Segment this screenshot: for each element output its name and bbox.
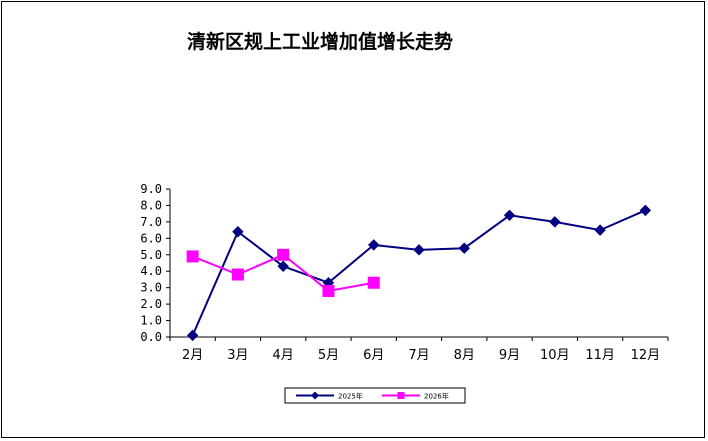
y-tick-label: 6.0 xyxy=(140,231,162,245)
data-point-diamond xyxy=(413,244,425,256)
data-point-diamond xyxy=(458,242,470,254)
x-tick-label: 3月 xyxy=(227,348,248,363)
series-2 xyxy=(186,248,380,297)
x-tick-label: 11月 xyxy=(585,348,615,363)
x-tick-label: 12月 xyxy=(631,348,661,363)
y-tick-label: 5.0 xyxy=(140,248,162,262)
data-point-diamond xyxy=(594,224,606,236)
legend-box xyxy=(284,387,466,404)
data-point-square xyxy=(322,284,335,297)
data-point-diamond xyxy=(549,216,561,228)
x-tick-label: 9月 xyxy=(499,348,520,363)
series-1 xyxy=(186,204,652,342)
y-tick-label: 2.0 xyxy=(140,297,162,311)
legend-marker-square xyxy=(397,392,405,399)
data-point-square xyxy=(231,268,244,281)
series-layer xyxy=(186,204,652,342)
data-point-diamond xyxy=(232,226,244,238)
y-tick-label: 3.0 xyxy=(140,281,162,295)
data-point-diamond xyxy=(186,329,199,342)
x-tick-label: 10月 xyxy=(540,348,570,363)
y-tick-label: 9.0 xyxy=(140,182,162,196)
data-point-square xyxy=(367,276,380,289)
y-tick-label: 0.0 xyxy=(140,330,162,344)
legend: 2025年 2026年 xyxy=(284,387,466,404)
x-tick-label: 8月 xyxy=(454,348,475,363)
y-tick-label: 1.0 xyxy=(140,314,162,328)
x-tick-label: 6月 xyxy=(363,348,384,363)
data-point-diamond xyxy=(503,209,516,222)
x-tick-label: 7月 xyxy=(408,348,429,363)
legend-label: 2025年 xyxy=(338,392,363,401)
data-point-diamond xyxy=(639,204,652,217)
data-point-square xyxy=(186,250,199,263)
data-point-diamond xyxy=(368,239,380,251)
legend-marker-diamond xyxy=(311,391,319,400)
y-tick-label: 7.0 xyxy=(140,215,162,229)
axes: 0.0 1.0 2.0 3.0 4.0 5.0 6.0 7.0 8.0 9.0 2月 3月 4月 5月 6月… xyxy=(140,182,669,363)
x-tick-label: 5月 xyxy=(318,348,339,363)
chart-title: 清新区规上工业增加值增长走势 xyxy=(187,30,453,53)
legend-label: 2026年 xyxy=(424,392,449,401)
y-tick-label: 8.0 xyxy=(140,198,162,212)
x-tick-label: 2月 xyxy=(182,348,203,363)
x-tick-label: 4月 xyxy=(273,348,294,363)
data-point-square xyxy=(277,248,290,261)
series-line xyxy=(191,209,646,336)
y-tick-label: 4.0 xyxy=(140,264,162,278)
data-point-diamond xyxy=(277,260,289,272)
